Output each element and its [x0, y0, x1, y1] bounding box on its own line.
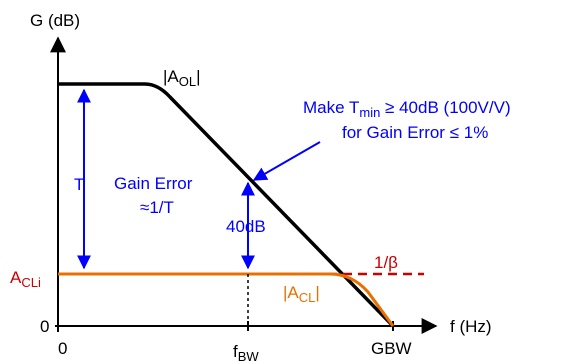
- gain-error-label: Gain Error: [114, 174, 193, 193]
- acl-label: |ACL|: [283, 283, 320, 305]
- forty-db-label: 40dB: [226, 217, 266, 236]
- closed-loop-gain-curve: [58, 272, 395, 327]
- acli-label: ACLi: [10, 268, 41, 290]
- y-axis-title: G (dB): [30, 11, 80, 30]
- aol-label: |AOL|: [163, 67, 201, 89]
- note-callout-arrow: [252, 141, 321, 181]
- fbw-label: fBW: [233, 342, 259, 361]
- loop-gain-label: T: [74, 175, 84, 194]
- x-axis-title: f (Hz): [450, 317, 492, 336]
- y-axis-zero-label: 0: [40, 317, 49, 336]
- x-axis-zero-label: 0: [58, 339, 67, 358]
- open-loop-gain-curve: [58, 82, 395, 328]
- beta-label: 1/β: [374, 253, 398, 272]
- gain-error-requirement-note: for Gain Error ≤ 1%: [342, 123, 488, 142]
- gbw-label: GBW: [371, 339, 412, 358]
- min-loop-gain-note: Make Tmin ≥ 40dB (100V/V): [303, 98, 511, 120]
- gain-error-approx-label: ≈1/T: [140, 198, 174, 217]
